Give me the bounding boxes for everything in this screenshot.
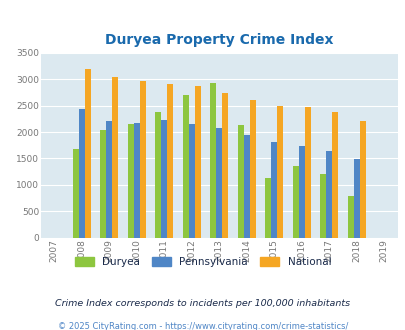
Bar — [72, 149, 79, 238]
Bar — [353, 159, 359, 238]
Bar — [194, 86, 200, 238]
Title: Duryea Property Crime Index: Duryea Property Crime Index — [105, 33, 333, 48]
Bar — [133, 123, 139, 238]
Bar — [243, 135, 249, 238]
Bar — [182, 94, 188, 238]
Bar — [298, 146, 304, 238]
Legend: Duryea, Pennsylvania, National: Duryea, Pennsylvania, National — [75, 257, 330, 267]
Bar — [100, 130, 106, 238]
Text: Crime Index corresponds to incidents per 100,000 inhabitants: Crime Index corresponds to incidents per… — [55, 299, 350, 308]
Bar — [249, 100, 255, 238]
Bar — [112, 77, 118, 238]
Bar — [85, 69, 91, 238]
Bar — [79, 109, 85, 238]
Bar — [167, 84, 173, 238]
Bar — [359, 121, 365, 238]
Bar — [155, 112, 161, 238]
Bar — [319, 174, 325, 238]
Bar — [271, 142, 277, 238]
Bar — [325, 151, 331, 238]
Bar — [331, 113, 337, 238]
Bar — [292, 166, 298, 238]
Bar — [139, 81, 145, 238]
Bar — [237, 125, 243, 238]
Bar — [216, 128, 222, 238]
Bar — [188, 123, 194, 238]
Bar — [264, 178, 271, 238]
Text: © 2025 CityRating.com - https://www.cityrating.com/crime-statistics/: © 2025 CityRating.com - https://www.city… — [58, 322, 347, 330]
Bar — [128, 123, 133, 238]
Bar — [106, 121, 112, 238]
Bar — [277, 106, 283, 238]
Bar — [304, 107, 310, 238]
Bar — [161, 120, 167, 238]
Bar — [222, 93, 228, 238]
Bar — [210, 83, 216, 238]
Bar — [347, 196, 353, 238]
